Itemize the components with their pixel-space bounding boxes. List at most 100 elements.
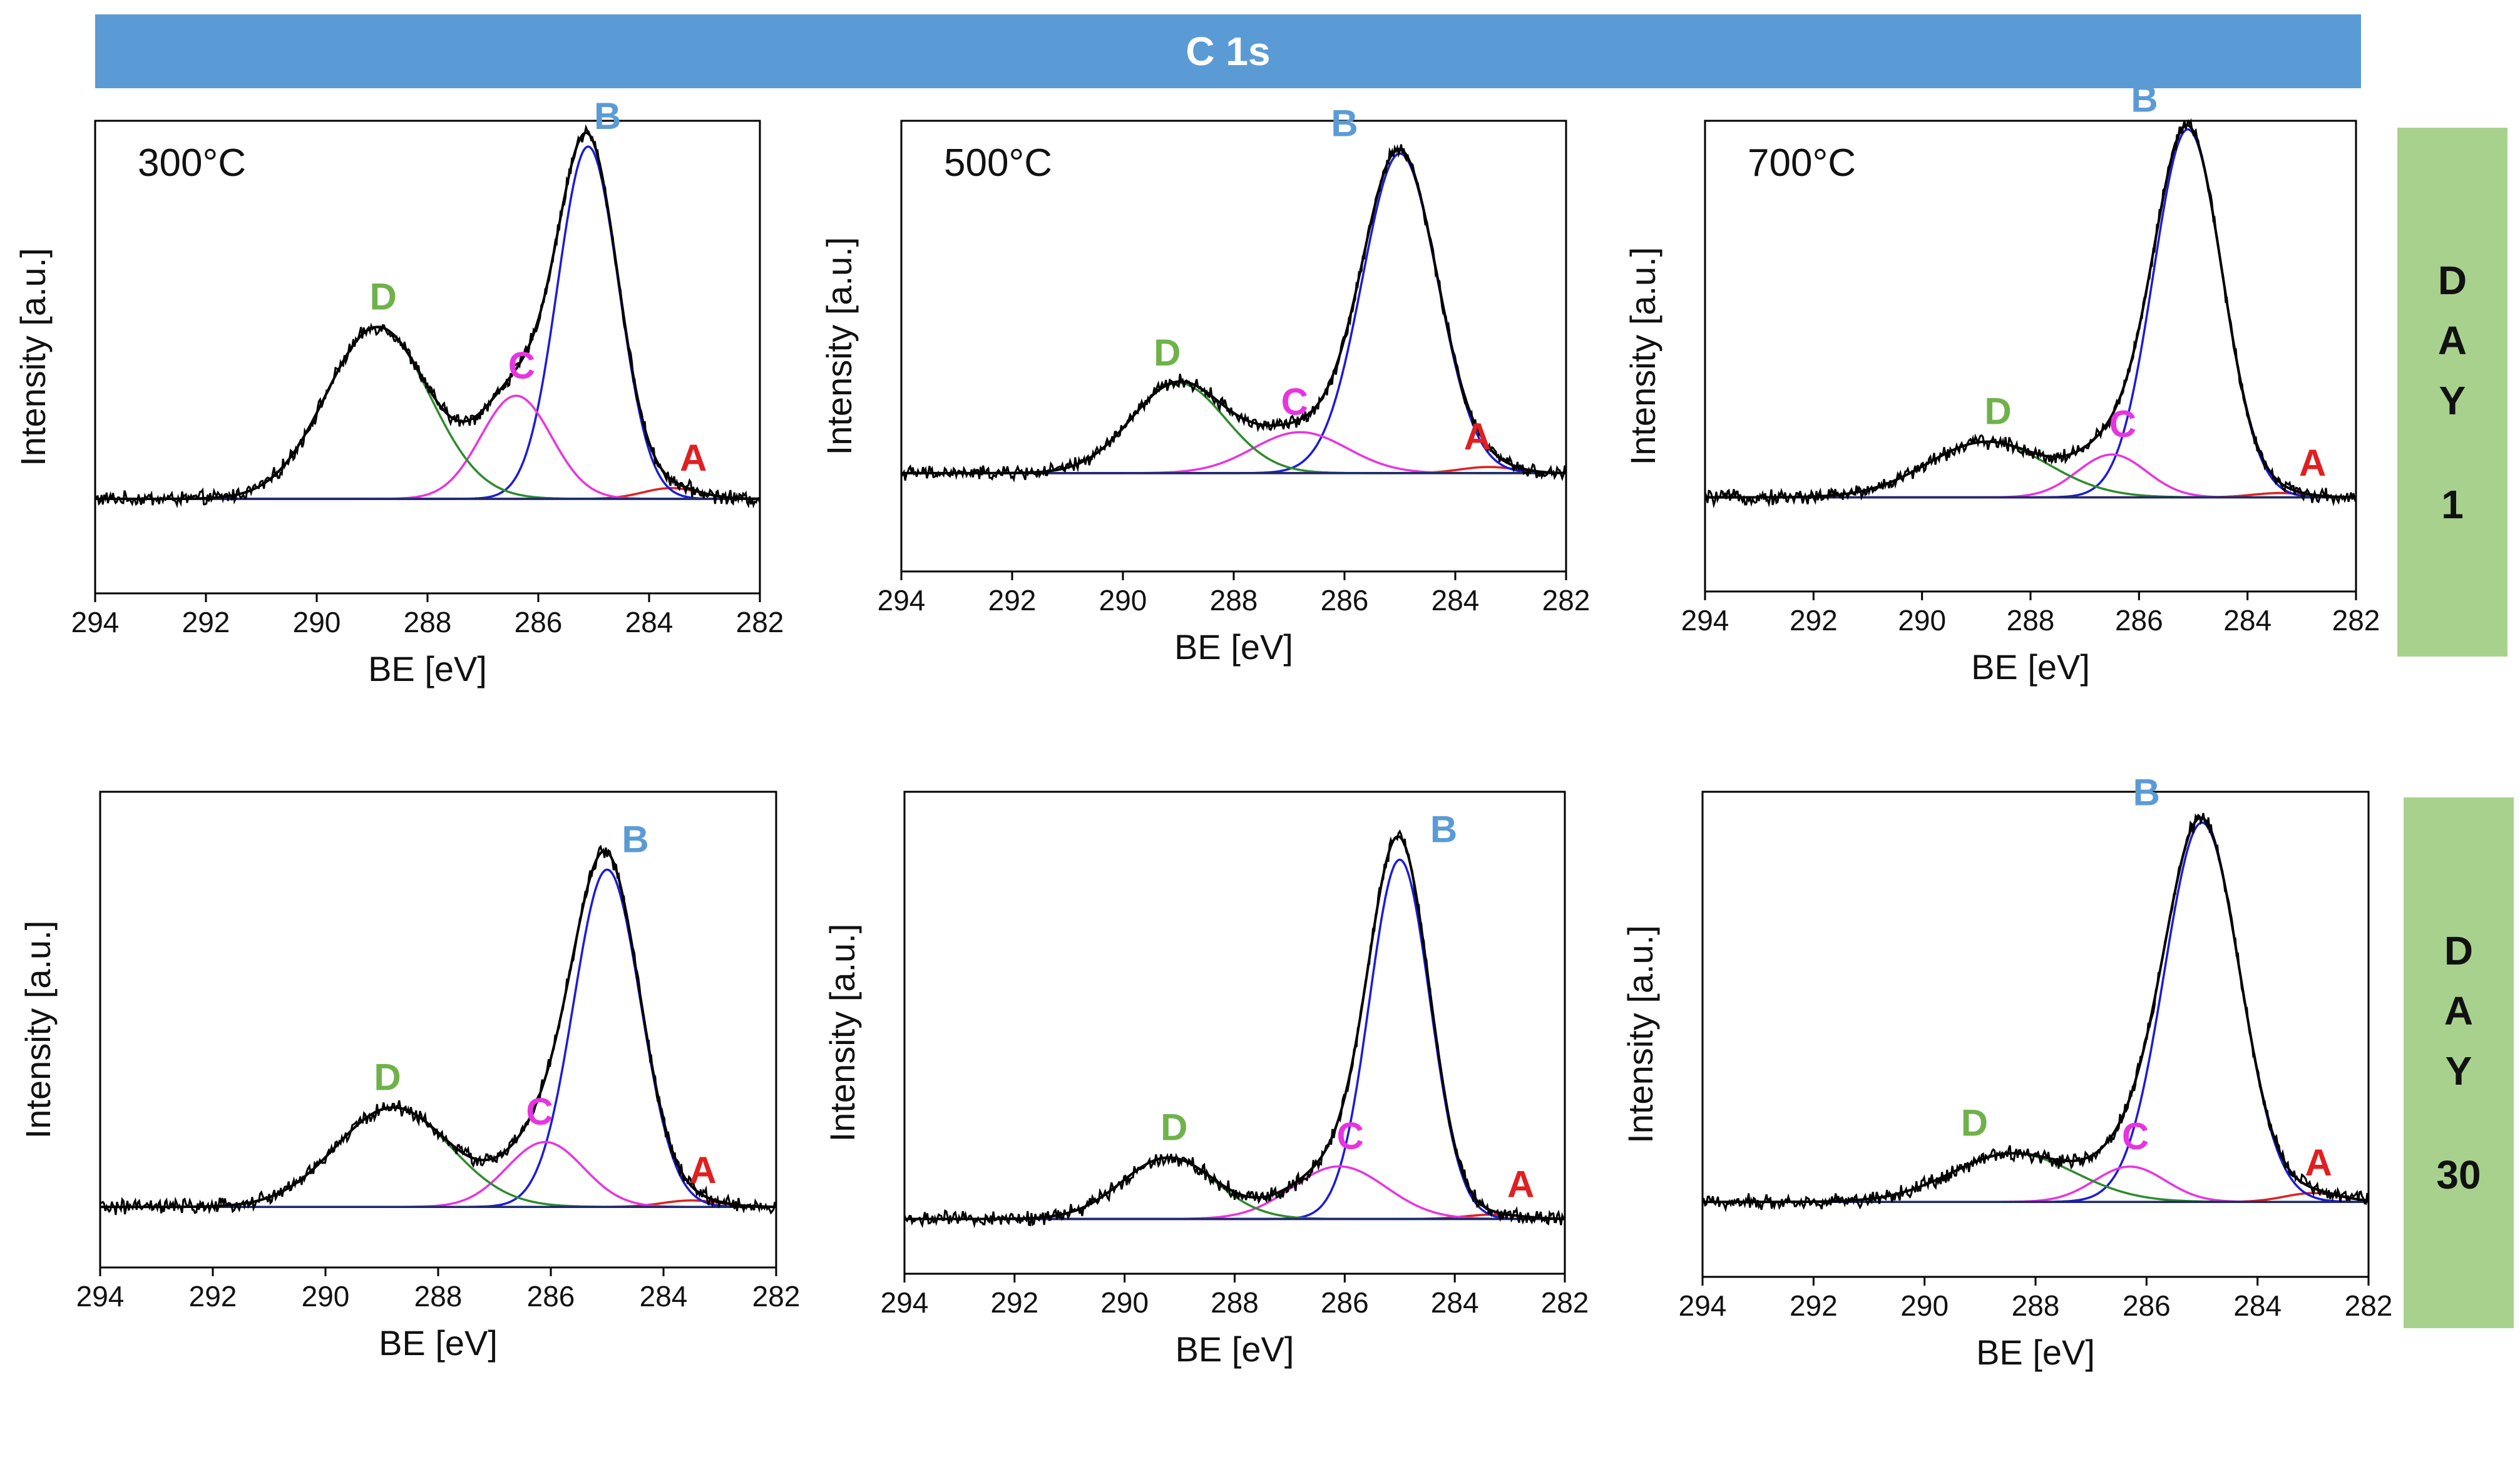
peak-label-D: D [1984,391,2011,433]
peak-label-A: A [1464,416,1491,458]
measured-spectrum-curve [1704,118,2357,509]
component-B-curve [1703,821,2369,1203]
component-B-curve [904,858,1565,1221]
x-tick-label: 288 [414,1280,463,1313]
x-tick-label: 286 [527,1280,575,1313]
peak-label-D: D [374,1056,401,1098]
x-tick-label: 284 [2233,1289,2282,1322]
peak-label-B: B [2133,771,2160,813]
plot-r0-c1: 294 292 290 288 286 284 282 BE [eV] Intensity [a… [819,102,1590,667]
x-tick-label: 292 [988,584,1037,617]
y-axis-label: Intensity [a.u.] [822,924,862,1142]
x-axis-label: BE [eV] [1175,1329,1294,1369]
measured-spectrum-curve [1702,812,2370,1212]
plot-r1-c2: 294 292 290 288 286 284 282 BE [eV] Intensity [a… [1621,771,2392,1372]
fit-envelope-curve [1703,816,2369,1204]
peak-label-A: A [1507,1164,1534,1206]
y-axis-label: Intensity [a.u.] [819,237,859,456]
plot-title: 500°C [944,141,1052,185]
x-tick-label: 282 [2345,1289,2393,1322]
x-tick-label: 288 [2012,1289,2060,1322]
x-tick-label: 282 [2332,604,2380,637]
component-C-curve [1705,453,2356,499]
x-tick-label: 282 [736,606,784,638]
x-tick-label: 288 [404,606,452,638]
component-D-curve [1703,1152,2369,1203]
component-C-curve [95,394,760,500]
day-30-number: 30 [2436,1152,2481,1197]
x-tick-label: 292 [1790,604,1838,637]
measured-spectrum-curve [900,144,1567,483]
y-axis-label: Intensity [a.u.] [18,921,58,1139]
x-tick-label: 294 [1679,1289,1727,1322]
day-1-letter-d: D [2437,257,2467,303]
peak-label-D: D [370,275,397,317]
plot-frame [99,791,777,1269]
x-tick-label: 282 [752,1280,801,1313]
plot-r0-c2: 294 292 290 288 286 284 282 BE [eV] Intensity [a… [1623,78,2380,687]
y-axis-label: Intensity [a.u.] [13,248,53,466]
x-tick-label: 284 [640,1280,688,1313]
peak-label-B: B [622,818,648,860]
x-axis-label: BE [eV] [379,1323,498,1363]
x-tick-label: 294 [878,584,926,617]
x-tick-label: 290 [1099,584,1147,617]
plot-frame [903,791,1566,1275]
peak-label-C: C [2109,403,2136,445]
x-tick-label: 290 [1100,1286,1149,1319]
component-D-curve [95,325,760,500]
peak-label-C: C [2122,1115,2149,1157]
x-tick-label: 290 [1898,604,1946,637]
day-1-letter-a: A [2437,317,2467,363]
x-tick-label: 286 [2115,604,2163,637]
x-tick-label: 288 [1210,584,1258,617]
x-axis-label: BE [eV] [1174,627,1293,667]
peak-label-C: C [508,344,535,386]
plot-frame [94,120,761,595]
x-tick-label: 294 [881,1286,929,1319]
x-tick-label: 284 [1431,1286,1479,1319]
day-30-letter-a: A [2444,988,2474,1033]
day-30-letter-d: D [2444,928,2474,973]
fit-envelope-curve [95,131,760,500]
x-tick-label: 292 [1790,1289,1838,1322]
x-tick-label: 282 [1542,584,1590,617]
day-1-row-label: D A Y 1 [2397,128,2507,657]
x-tick-label: 294 [76,1280,125,1313]
x-tick-label: 286 [515,606,563,638]
day-1-number: 1 [2441,481,2464,527]
fit-envelope-curve [904,835,1565,1221]
x-axis-label: BE [eV] [1971,647,2090,687]
day-30-row-label: D A Y 30 [2404,797,2514,1328]
peak-label-C: C [1281,381,1308,422]
x-tick-label: 286 [1321,584,1369,617]
x-tick-label: 282 [1541,1286,1589,1319]
c1s-title-banner: C 1s [95,14,2361,88]
peak-label-C: C [1336,1115,1363,1157]
x-tick-label: 292 [182,606,230,638]
peak-label-D: D [1160,1107,1187,1149]
plot-title: 700°C [1748,141,1856,185]
y-axis-label: Intensity [a.u.] [1623,247,1662,466]
measured-spectrum-curve [100,844,777,1216]
x-tick-label: 290 [302,1280,350,1313]
x-tick-label: 286 [2123,1289,2171,1322]
x-tick-label: 288 [1211,1286,1259,1319]
component-B-curve [95,145,760,500]
plot-r1-c0: 294 292 290 288 286 284 282 BE [eV] Intensity [a… [18,791,801,1363]
peak-label-D: D [1961,1102,1988,1144]
x-tick-label: 284 [625,606,674,638]
x-tick-label: 290 [1900,1289,1949,1322]
measured-spectrum-curve [94,124,761,509]
x-tick-label: 286 [1321,1286,1369,1319]
x-axis-label: BE [eV] [368,649,487,689]
x-tick-label: 294 [1681,604,1729,637]
y-axis-label: Intensity [a.u.] [1621,925,1660,1144]
peak-label-B: B [1430,809,1457,851]
plot-r0-c0: 294 292 290 288 286 284 282 BE [eV] Intensity [a… [13,95,784,689]
x-tick-label: 292 [990,1286,1038,1319]
plot-frame [900,120,1567,573]
peak-label-D: D [1154,332,1181,374]
